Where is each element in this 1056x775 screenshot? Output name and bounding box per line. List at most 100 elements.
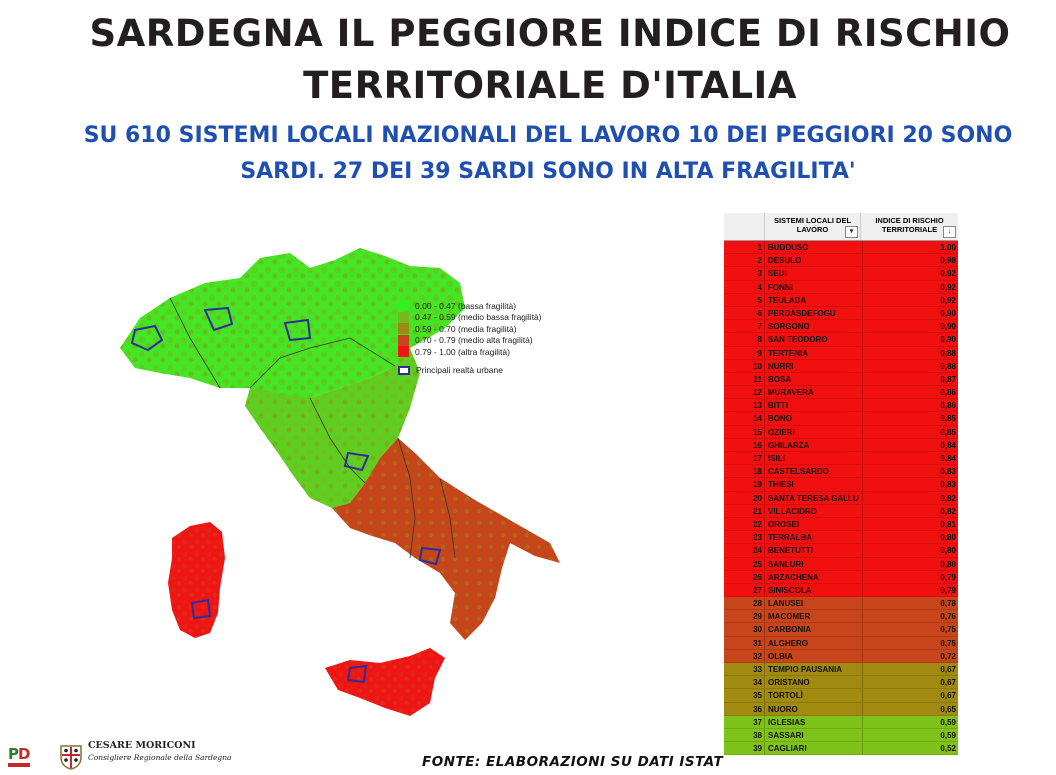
table-row: 24 BENETUTTI 0,80: [724, 544, 958, 558]
italy-risk-map: [120, 248, 560, 716]
row-rank: 5: [757, 295, 762, 305]
row-name: GHILARZA: [764, 438, 862, 451]
row-rank: 11: [753, 374, 762, 384]
row-name: CAGLIARI: [764, 742, 862, 755]
legend-swatch: [398, 311, 409, 323]
table-row: 21 VILLACIDRO 0,82: [724, 504, 958, 518]
row-rank: 10: [753, 361, 762, 371]
row-rank: 14: [753, 414, 762, 424]
row-value: 0,90: [862, 333, 958, 346]
table-row: 23 TERRALBA 0,80: [724, 531, 958, 545]
subtitle-line-2: SARDI. 27 DEI 39 SARDI SONO IN ALTA FRAG…: [240, 159, 856, 184]
table-row: 35 TORTOLÌ 0,67: [724, 689, 958, 703]
row-value: 0,81: [862, 517, 958, 531]
legend-label: 0.79 - 1.00 (altra fragilità): [415, 346, 510, 357]
row-name: TEMPIO PAUSANIA: [764, 663, 862, 676]
row-value: 0,80: [862, 531, 958, 544]
table-row: 28 LANUSEI 0,78: [724, 597, 958, 611]
table-row: 25 SANLURI 0,80: [724, 557, 958, 571]
row-rank: 35: [753, 691, 762, 701]
row-value: 0,92: [862, 280, 958, 293]
page-title: SARDEGNA IL PEGGIORE INDICE DI RISCHIO T…: [0, 8, 1056, 112]
row-value: 0,84: [862, 438, 958, 451]
row-name: FONNI: [764, 280, 862, 293]
row-rank: 13: [753, 401, 762, 411]
row-value: 0,75: [862, 636, 958, 649]
row-value: 0,80: [862, 557, 958, 570]
sardinia: [168, 522, 225, 638]
row-name: THIESI: [764, 478, 862, 491]
row-value: 0,65: [862, 702, 958, 715]
filter-icon[interactable]: ▾: [845, 226, 858, 238]
legend-item: 0.47 - 0.59 (medio bassa fragilità): [398, 311, 558, 324]
row-name: ORISTANO: [764, 676, 862, 689]
row-name: OLBIA: [764, 649, 862, 662]
row-rank: 37: [753, 717, 762, 727]
row-rank: 36: [753, 704, 762, 714]
table-row: 7 SORGONO 0,90: [724, 320, 958, 334]
row-name: ARZACHENA: [764, 570, 862, 583]
table-row: 4 FONNI 0,92: [724, 280, 958, 294]
table-row: 32 OLBIA 0,72: [724, 649, 958, 663]
table-row: 18 CASTELSARDO 0,83: [724, 465, 958, 479]
row-value: 0,59: [862, 728, 958, 742]
row-name: BOSA: [764, 372, 862, 386]
row-name: PERDASDEFOGU: [764, 306, 862, 320]
table-row: 20 SANTA TERESA GALLU 0,82: [724, 491, 958, 505]
row-rank: 7: [757, 322, 762, 332]
row-rank: 25: [753, 559, 762, 569]
table-row: 5 TEULADA 0,92: [724, 293, 958, 307]
row-value: 0,84: [862, 452, 958, 465]
row-name: TORTOLÌ: [764, 689, 862, 702]
row-rank: 6: [757, 308, 762, 318]
row-name: CARBONIA: [764, 623, 862, 636]
row-rank: 24: [753, 546, 762, 556]
row-name: SANLURI: [764, 557, 862, 570]
table-body: 1 BUDDUSÒ 1,00 2 DESULO 0,98 3 SEUI 0,92 4 FONNI 0,…: [724, 241, 958, 756]
row-value: 0,67: [862, 689, 958, 702]
row-value: 0,82: [862, 504, 958, 517]
row-value: 0,82: [862, 491, 958, 504]
row-name: SASSARI: [764, 728, 862, 742]
table-row: 3 SEUI 0,92: [724, 267, 958, 281]
row-value: 0,88: [862, 359, 958, 372]
row-name: SANTA TERESA GALLU: [764, 491, 862, 504]
rank-header: [724, 213, 764, 240]
row-name: CASTELSARDO: [764, 465, 862, 478]
table-row: 38 SASSARI 0,59: [724, 728, 958, 743]
title-line-2: TERRITORIALE D'ITALIA: [303, 64, 797, 107]
row-value: 0,78: [862, 597, 958, 610]
row-rank: 3: [757, 269, 762, 279]
table-row: 15 OZIERI 0,85: [724, 425, 958, 439]
legend-label: 0.47 - 0.59 (medio bassa fragilità): [415, 312, 542, 323]
central-italy: [245, 348, 420, 508]
map-legend: 0.00 - 0.47 (bassa fragilità) 0.47 - 0.5…: [398, 300, 558, 376]
row-rank: 26: [753, 572, 762, 582]
sort-filter-icon[interactable]: ↓: [943, 226, 956, 238]
column-header-value[interactable]: INDICE DI RISCHIO TERRITORIALE ↓: [860, 213, 958, 240]
row-value: 1,00: [862, 241, 958, 254]
row-value: 0,98: [862, 254, 958, 267]
table-row: 14 BONO 0,85: [724, 412, 958, 426]
row-rank: 28: [753, 599, 762, 609]
table-row: 11 BOSA 0,87: [724, 372, 958, 387]
table-row: 8 SAN TEODORO 0,90: [724, 333, 958, 347]
row-value: 0,87: [862, 372, 958, 386]
table-header: SISTEMI LOCALI DEL LAVORO ▾ INDICE DI RI…: [724, 213, 958, 241]
table-row: 37 IGLESIAS 0,59: [724, 715, 958, 729]
region-borders: [169, 297, 456, 559]
column-header-name[interactable]: SISTEMI LOCALI DEL LAVORO ▾: [764, 213, 860, 240]
row-name: SAN TEODORO: [764, 333, 862, 346]
row-name: SORGONO: [764, 320, 862, 333]
row-value: 0,92: [862, 267, 958, 280]
sardinia-crest-logo: [60, 745, 82, 770]
legend-label: 0.70 - 0.79 (medio alta fragilità): [415, 335, 533, 346]
row-name: BUDDUSÒ: [764, 241, 862, 254]
row-rank: 19: [753, 480, 762, 490]
table-row: 12 MURAVERA 0,86: [724, 386, 958, 400]
row-rank: 34: [753, 678, 762, 688]
row-rank: 32: [753, 651, 762, 661]
row-value: 0,80: [862, 544, 958, 557]
table-row: 39 CAGLIARI 0,52: [724, 742, 958, 756]
legend-swatch: [398, 300, 409, 312]
